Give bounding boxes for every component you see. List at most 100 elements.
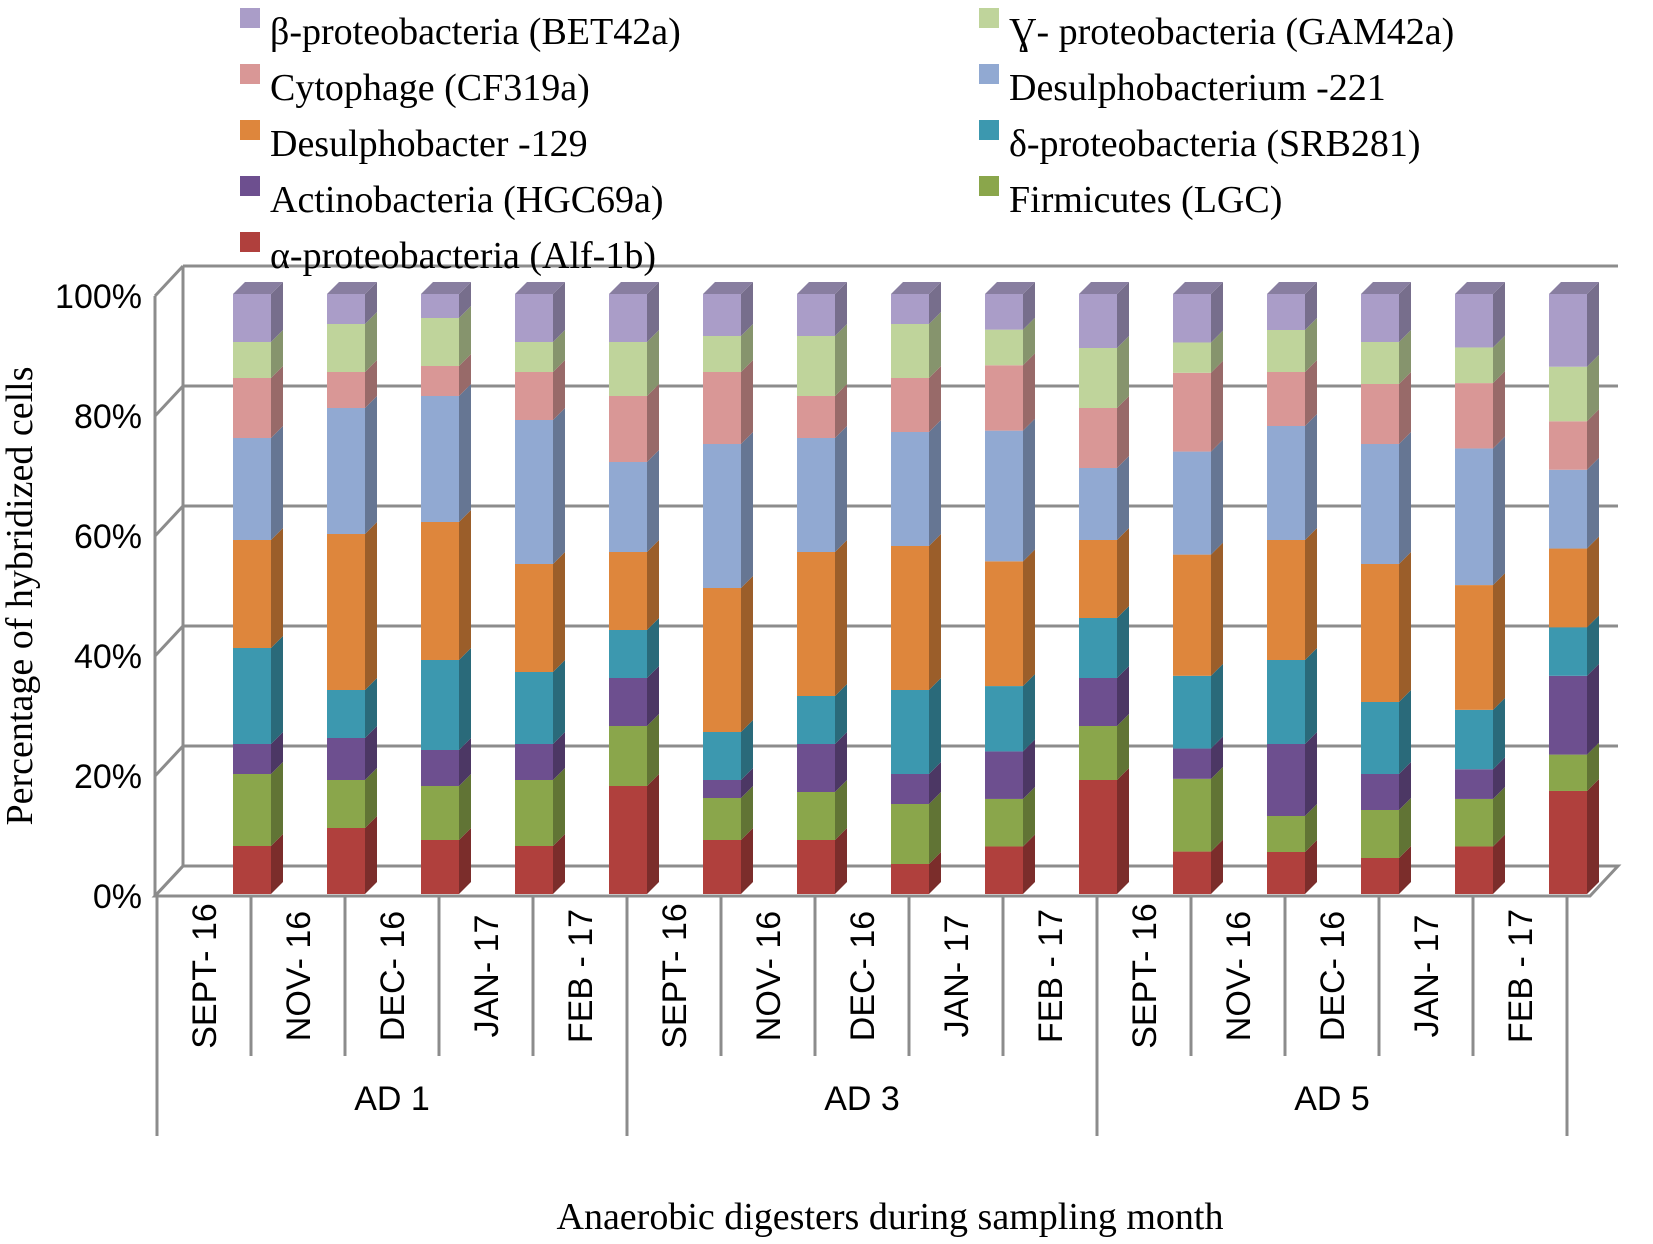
bar-segment bbox=[1267, 360, 1317, 426]
bar-segment-front bbox=[609, 342, 647, 396]
bar-segment-side bbox=[365, 396, 377, 534]
bar-segment-front bbox=[233, 438, 271, 540]
gridline-side bbox=[153, 744, 185, 778]
bar-segment-front bbox=[327, 534, 365, 690]
bar-segment-front bbox=[985, 365, 1023, 431]
bar-segment-side bbox=[835, 828, 847, 894]
bar-segment-side bbox=[553, 552, 565, 672]
bar-segment-front bbox=[327, 294, 365, 324]
bar-segment-side bbox=[1305, 360, 1317, 426]
bar-segment bbox=[797, 732, 847, 792]
legend-swatch bbox=[240, 120, 260, 140]
bar-segment-side bbox=[1587, 742, 1599, 791]
bar-segment-side bbox=[553, 732, 565, 780]
bar-segment bbox=[515, 282, 565, 342]
x-tick-label: NOV- 16 bbox=[750, 911, 788, 1041]
bar-segment bbox=[1455, 335, 1505, 384]
bar-segment-front bbox=[797, 294, 835, 336]
bar-top bbox=[1079, 282, 1129, 294]
bar-segment-side bbox=[553, 282, 565, 342]
stacked-bar bbox=[609, 282, 659, 894]
bar-segment-side bbox=[1587, 354, 1599, 422]
bar-segment-front bbox=[421, 294, 459, 318]
bar-segment-front bbox=[609, 396, 647, 462]
bar-segment bbox=[327, 522, 377, 690]
bar-segment-side bbox=[929, 282, 941, 324]
bar-segment bbox=[1079, 666, 1129, 726]
bar-segment-side bbox=[1587, 778, 1599, 894]
bar-segment-side bbox=[459, 384, 471, 522]
bar-segment-side bbox=[459, 510, 471, 660]
x-tick-label: SEPT- 16 bbox=[1126, 903, 1164, 1049]
bar-segment-side bbox=[365, 522, 377, 690]
bar-segment-front bbox=[515, 672, 553, 744]
bar-segment-side bbox=[1117, 282, 1129, 348]
bar-segment-front bbox=[1455, 294, 1493, 348]
bar-segment bbox=[609, 282, 659, 342]
bar-segment-front bbox=[797, 744, 835, 792]
bar-segment-front bbox=[1361, 810, 1399, 858]
bar-segment-side bbox=[647, 618, 659, 678]
bar-segment bbox=[1173, 542, 1223, 676]
bar-segment bbox=[1361, 798, 1411, 858]
x-tick-label: SEPT- 16 bbox=[186, 903, 224, 1049]
x-tick-label: NOV- 16 bbox=[280, 911, 318, 1041]
bar-segment-side bbox=[1117, 606, 1129, 678]
stacked-bar bbox=[327, 282, 377, 894]
bar-segment-front bbox=[1267, 744, 1305, 816]
bar-segment-side bbox=[553, 660, 565, 744]
bar-segment-front bbox=[797, 840, 835, 894]
bar-segment bbox=[985, 317, 1035, 366]
bar-segment-front bbox=[1079, 678, 1117, 726]
legend-item: Actinobacteria (HGC69a) bbox=[240, 176, 664, 221]
bar-segment bbox=[1361, 330, 1411, 384]
x-axis: SEPT- 16 NOV- 16 DEC- 16 JAN- 17 FEB - 17 AD … bbox=[155, 896, 1569, 1136]
bar-segment-side bbox=[1399, 762, 1411, 810]
legend-swatch bbox=[240, 64, 260, 84]
bar-segment-front bbox=[1361, 342, 1399, 384]
bar-segment bbox=[891, 792, 941, 864]
bar-segment-front bbox=[985, 846, 1023, 894]
bar-segment-side bbox=[1117, 666, 1129, 726]
bar-segment bbox=[985, 418, 1035, 562]
bar-segment bbox=[891, 678, 941, 774]
legend-label: Actinobacteria (HGC69a) bbox=[270, 179, 664, 221]
bar-segment-side bbox=[1305, 282, 1317, 330]
y-tick-label: 100% bbox=[55, 278, 142, 316]
bar-segment bbox=[1173, 439, 1223, 555]
bar-segment-front bbox=[1361, 444, 1399, 564]
bar-segment-front bbox=[609, 462, 647, 552]
bar-segment bbox=[1267, 732, 1317, 816]
bar-segment bbox=[985, 282, 1035, 330]
bar-segment-front bbox=[233, 294, 271, 342]
bar-segment-side bbox=[1399, 552, 1411, 702]
bar-segment bbox=[1549, 354, 1599, 422]
bar-segment bbox=[1549, 742, 1599, 791]
bar-segment-side bbox=[647, 540, 659, 630]
bar-segment-side bbox=[741, 576, 753, 732]
bar-segment-side bbox=[1211, 282, 1223, 343]
bar-segment-side bbox=[271, 732, 283, 774]
stacked-bar bbox=[1455, 282, 1505, 894]
bar-segment bbox=[985, 834, 1035, 894]
bar-segment-front bbox=[1549, 790, 1587, 894]
bar-segment-side bbox=[271, 366, 283, 438]
bar-segment-side bbox=[1117, 528, 1129, 618]
bar-segment-front bbox=[1267, 330, 1305, 372]
legend-item: Desulphobacterium -221 bbox=[979, 64, 1386, 109]
bar-segment bbox=[1267, 282, 1317, 330]
bar-segment-side bbox=[459, 648, 471, 750]
bar-segment bbox=[1079, 456, 1129, 540]
bar-segment-side bbox=[365, 726, 377, 780]
legend-label: β-proteobacteria (BET42a) bbox=[270, 11, 681, 53]
bar-segment-side bbox=[929, 420, 941, 546]
bar-segment bbox=[609, 618, 659, 678]
bar-segment-front bbox=[703, 588, 741, 732]
bar-segment bbox=[1455, 834, 1505, 894]
gridline-side bbox=[153, 384, 185, 418]
bar-segment bbox=[1267, 840, 1317, 894]
legend-swatch bbox=[240, 232, 260, 252]
bar-segment-side bbox=[271, 528, 283, 648]
gridline-side bbox=[153, 624, 185, 658]
bar-segment-side bbox=[553, 834, 565, 894]
